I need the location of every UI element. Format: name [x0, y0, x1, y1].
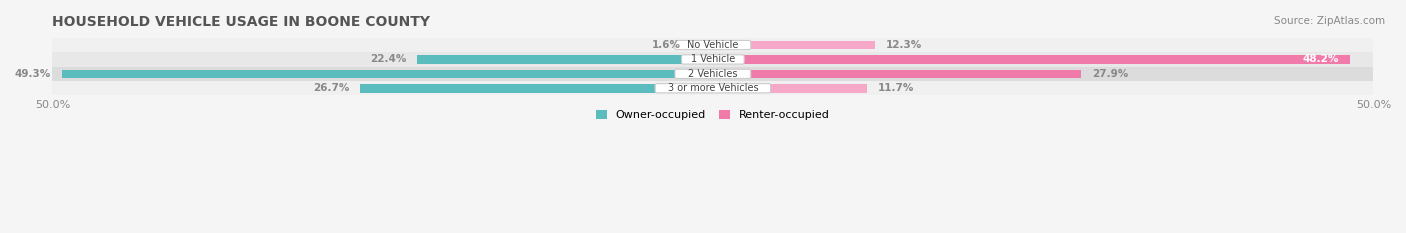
Text: 2 Vehicles: 2 Vehicles [688, 69, 738, 79]
Bar [62, 69, 713, 78]
Text: 1 Vehicle: 1 Vehicle [690, 55, 735, 65]
FancyBboxPatch shape [655, 84, 770, 93]
Bar [713, 41, 876, 49]
Bar [713, 84, 868, 93]
Text: 12.3%: 12.3% [886, 40, 922, 50]
Bar [418, 55, 713, 64]
Bar [52, 52, 1374, 67]
Text: 11.7%: 11.7% [877, 83, 914, 93]
Text: No Vehicle: No Vehicle [688, 40, 738, 50]
Bar [713, 69, 1081, 78]
Text: 1.6%: 1.6% [652, 40, 681, 50]
FancyBboxPatch shape [675, 69, 751, 79]
Text: 22.4%: 22.4% [370, 55, 406, 65]
Text: 26.7%: 26.7% [314, 83, 350, 93]
Text: 27.9%: 27.9% [1092, 69, 1128, 79]
FancyBboxPatch shape [682, 55, 744, 64]
Bar [360, 84, 713, 93]
Bar [52, 81, 1374, 96]
Text: Source: ZipAtlas.com: Source: ZipAtlas.com [1274, 16, 1385, 26]
FancyBboxPatch shape [675, 41, 751, 50]
Bar [52, 67, 1374, 81]
Bar [52, 38, 1374, 52]
Legend: Owner-occupied, Renter-occupied: Owner-occupied, Renter-occupied [591, 106, 835, 125]
Bar [692, 41, 713, 49]
Text: 48.2%: 48.2% [1302, 55, 1339, 65]
Bar [713, 55, 1350, 64]
Text: 3 or more Vehicles: 3 or more Vehicles [668, 83, 758, 93]
Text: 49.3%: 49.3% [15, 69, 51, 79]
Text: HOUSEHOLD VEHICLE USAGE IN BOONE COUNTY: HOUSEHOLD VEHICLE USAGE IN BOONE COUNTY [52, 15, 430, 29]
